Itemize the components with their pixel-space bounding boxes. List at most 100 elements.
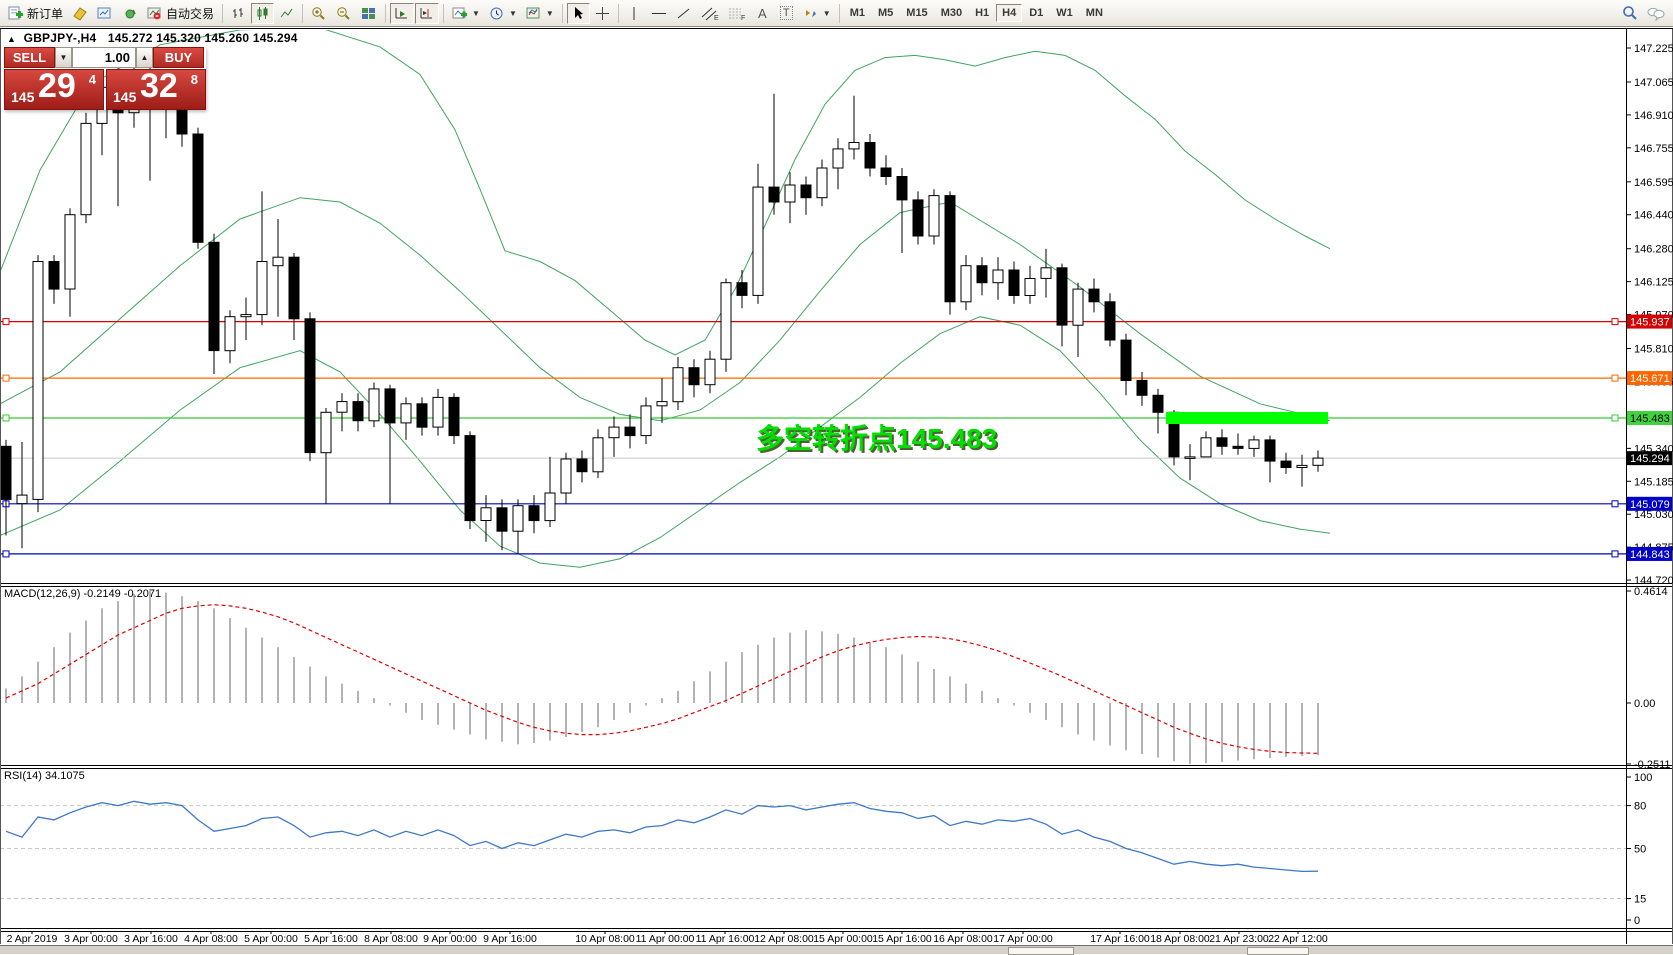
- profiles-button[interactable]: [68, 3, 92, 24]
- volume-input[interactable]: 1.00: [72, 47, 136, 68]
- price-tag: [1627, 546, 1672, 561]
- timeframe-h4-button[interactable]: H4: [996, 4, 1023, 22]
- hline-handle[interactable]: [1611, 550, 1619, 558]
- timeframe-m1-button[interactable]: M1: [849, 7, 865, 19]
- chat-button[interactable]: [1643, 3, 1669, 24]
- candle: [48, 261, 60, 290]
- hline-handle[interactable]: [1611, 318, 1619, 326]
- timeframe-m5-button[interactable]: M5: [878, 7, 894, 19]
- one-click-trading-panel: SELL ▼ 1.00 ▲ BUY 145 29 4 145 32 8: [4, 47, 206, 110]
- crosshair-button[interactable]: [591, 3, 614, 24]
- autoscroll-button[interactable]: [390, 2, 415, 24]
- indicators-button[interactable]: ▼: [448, 3, 484, 24]
- candle: [992, 269, 1004, 284]
- zoom-in-button[interactable]: [307, 3, 331, 24]
- price-tick-label: 146.125: [1634, 277, 1673, 289]
- zoom-out-button[interactable]: [332, 3, 356, 24]
- search-button[interactable]: [1618, 3, 1642, 24]
- collapse-panel-icon[interactable]: ▲: [7, 34, 17, 44]
- volume-increase-button[interactable]: ▲: [136, 47, 153, 68]
- candle: [1264, 439, 1276, 462]
- price-scale[interactable]: 147.225 147.065 146.910 146.755 146.595 146.4…: [1626, 43, 1673, 927]
- price-tick-label: 146.755: [1634, 143, 1673, 155]
- channel-tool-button[interactable]: E: [697, 3, 723, 24]
- templates-button[interactable]: ▼: [522, 3, 558, 24]
- price-tick-label: 146.910: [1634, 110, 1673, 122]
- chart-shift-button[interactable]: [415, 2, 440, 24]
- buy-price-panel[interactable]: 145 32 8: [106, 67, 206, 110]
- timeframe-mn-button[interactable]: MN: [1085, 7, 1103, 19]
- signals-button[interactable]: [118, 3, 142, 24]
- hline-handle[interactable]: [1611, 500, 1619, 508]
- candlestick-chart-type-button[interactable]: [251, 2, 275, 24]
- bollinger-upper-band[interactable]: [0, 28, 1331, 356]
- charts-button[interactable]: [93, 3, 117, 24]
- trendline-tool-button[interactable]: [672, 3, 696, 24]
- candle: [752, 186, 764, 296]
- time-tick-label: 17 Apr 00:00: [993, 933, 1053, 945]
- candle: [672, 367, 684, 403]
- sell-button[interactable]: SELL: [4, 47, 55, 68]
- channel-tool-letter: E: [714, 15, 719, 21]
- candle: [928, 195, 940, 237]
- time-tick-label: 18 Apr 08:00: [1150, 933, 1210, 945]
- chart-annotation-text[interactable]: 多空转折点145.483: [756, 423, 998, 454]
- candle: [528, 505, 540, 522]
- candle: [544, 492, 556, 522]
- cursor-button[interactable]: [566, 2, 590, 24]
- sell-price-panel[interactable]: 145 29 4: [4, 67, 104, 110]
- tile-windows-button[interactable]: [357, 3, 381, 24]
- candle: [576, 458, 588, 473]
- hline-handle[interactable]: [2, 550, 10, 558]
- vertical-line-tool-button[interactable]: [623, 3, 646, 24]
- rsi-pane[interactable]: [0, 800, 1626, 899]
- hline-handle[interactable]: [2, 414, 10, 422]
- hline-handle[interactable]: [1611, 374, 1619, 382]
- time-scale[interactable]: 2 Apr 2019 3 Apr 00:00 3 Apr 16:00 4 Apr 08…: [7, 931, 1328, 945]
- candle: [976, 265, 988, 284]
- hline-handle[interactable]: [2, 318, 10, 326]
- buy-price-small: 145: [113, 89, 137, 105]
- timeframe-d1-button[interactable]: D1: [1029, 7, 1044, 19]
- candle: [64, 214, 76, 290]
- bar-chart-type-button[interactable]: [227, 3, 250, 24]
- price-tick-label: 144.720: [1634, 575, 1673, 587]
- chevron-down-icon: ▼: [508, 8, 517, 18]
- timeframe-w1-button[interactable]: W1: [1056, 7, 1073, 19]
- candle: [1280, 460, 1292, 469]
- candle: [496, 507, 508, 532]
- price-pane[interactable]: [0, 28, 1626, 568]
- buy-button[interactable]: BUY: [153, 47, 204, 68]
- timeframe-m30-button[interactable]: M30: [940, 7, 963, 19]
- price-tag: [1627, 314, 1672, 329]
- chevron-down-icon: ▼: [472, 8, 480, 18]
- line-chart-type-button[interactable]: [275, 3, 298, 24]
- candle: [1136, 379, 1148, 396]
- candle: [1200, 437, 1212, 458]
- fibonacci-tool-button[interactable]: F: [724, 3, 750, 24]
- sell-price-big: 29: [38, 67, 76, 105]
- time-tick-label: 15 Apr 16:00: [872, 933, 932, 945]
- macd-pane[interactable]: [5, 591, 1319, 764]
- horizontal-line-tool-button[interactable]: [647, 3, 671, 24]
- volume-decrease-button[interactable]: ▼: [55, 47, 72, 68]
- new-order-button[interactable]: 新订单: [4, 3, 67, 24]
- time-tick-label: 5 Apr 16:00: [304, 933, 358, 945]
- candle: [384, 388, 396, 424]
- timeframe-h1-button[interactable]: H1: [975, 7, 990, 19]
- periods-button[interactable]: ▼: [485, 3, 521, 24]
- timeframe-m15-button[interactable]: M15: [906, 7, 928, 19]
- hline-handle[interactable]: [1611, 414, 1619, 422]
- candle: [784, 184, 796, 203]
- highlight-rectangle[interactable]: [1166, 412, 1328, 424]
- time-tick-label: 11 Apr 16:00: [696, 933, 755, 945]
- candle: [1120, 339, 1132, 382]
- autotrade-button[interactable]: 自动交易: [143, 3, 218, 24]
- arrows-tool-button[interactable]: ▼: [799, 3, 835, 24]
- time-tick-label: 9 Apr 16:00: [483, 933, 537, 945]
- text-label-tool-button[interactable]: T: [775, 3, 798, 24]
- hline-handle[interactable]: [2, 374, 10, 382]
- spin-down-icon: ▼: [59, 53, 68, 62]
- text-tool-button[interactable]: A: [751, 3, 774, 24]
